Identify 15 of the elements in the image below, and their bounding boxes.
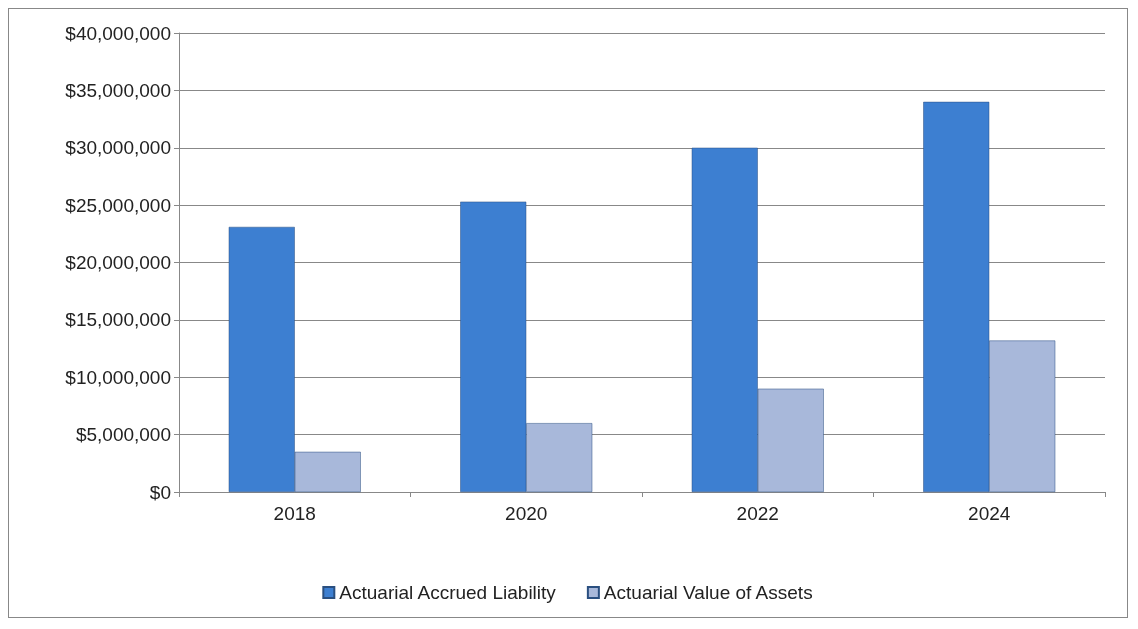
y-tick-label: $5,000,000 bbox=[75, 424, 171, 446]
x-tick-label: 2024 bbox=[968, 503, 1011, 524]
y-tick-label: $10,000,000 bbox=[65, 366, 171, 388]
y-tick-label: $30,000,000 bbox=[65, 137, 171, 159]
x-tick-label: 2018 bbox=[273, 503, 316, 524]
y-tick-label: $0 bbox=[149, 481, 171, 503]
y-tick-label: $15,000,000 bbox=[65, 309, 171, 331]
y-tick-label: $40,000,000 bbox=[65, 22, 171, 44]
y-tick-label: $25,000,000 bbox=[65, 194, 171, 216]
x-tick-label: 2020 bbox=[505, 503, 548, 524]
legend-label: Actuarial Accrued Liability bbox=[339, 582, 557, 603]
legend-label: Actuarial Value of Assets bbox=[603, 582, 813, 603]
y-tick-label: $35,000,000 bbox=[65, 79, 171, 101]
y-tick-label: $20,000,000 bbox=[65, 252, 171, 273]
x-tick-label: 2022 bbox=[736, 503, 779, 524]
